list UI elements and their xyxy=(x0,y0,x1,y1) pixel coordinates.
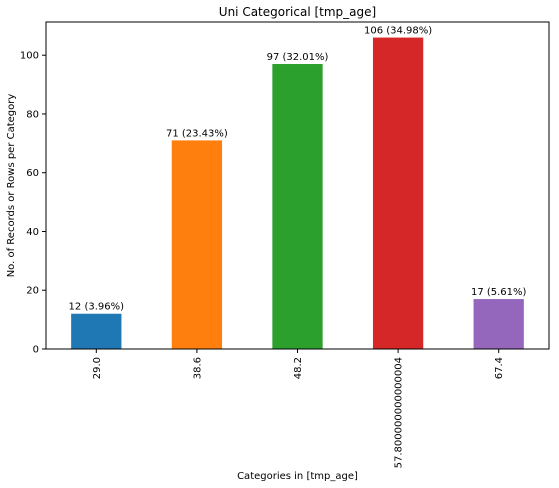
bar-0 xyxy=(71,313,122,349)
y-tick-label-3: 60 xyxy=(26,168,39,179)
bar-2 xyxy=(272,64,323,349)
plot-area: 12 (3.96%) 29.0 71 (23.43%) 38.6 97 (32.01%)… xyxy=(20,21,550,468)
chart-title: Uni Categorical [tmp_age] xyxy=(219,5,376,19)
axes-frame xyxy=(45,21,550,350)
y-tick-label-4: 80 xyxy=(26,109,39,120)
x-axis-label: Categories in [tmp_age] xyxy=(237,471,358,482)
y-axis-label: No. of Records or Rows per Category xyxy=(6,94,17,278)
bar-4 xyxy=(473,299,524,349)
y-tick-label-0: 0 xyxy=(33,345,39,356)
y-tick-label-2: 40 xyxy=(26,227,39,238)
x-tick-label-0: 29.0 xyxy=(92,357,103,379)
bar-value-label-0: 12 (3.96%) xyxy=(69,302,125,313)
y-tick-label-5: 100 xyxy=(20,51,39,62)
bar-value-label-4: 17 (5.61%) xyxy=(471,287,527,298)
bar-1 xyxy=(171,140,223,349)
bar-value-label-3: 106 (34.98%) xyxy=(364,26,432,37)
x-tick-label-3: 57.800000000000004 xyxy=(394,357,405,468)
bar-3 xyxy=(372,37,424,349)
x-tick-label-1: 38.6 xyxy=(192,357,203,379)
x-tick-label-2: 48.2 xyxy=(293,357,304,379)
bar-value-label-1: 71 (23.43%) xyxy=(166,128,228,139)
x-tick-label-4: 67.4 xyxy=(494,357,505,379)
bar-value-label-2: 97 (32.01%) xyxy=(267,52,329,63)
y-tick-label-1: 20 xyxy=(26,286,39,297)
